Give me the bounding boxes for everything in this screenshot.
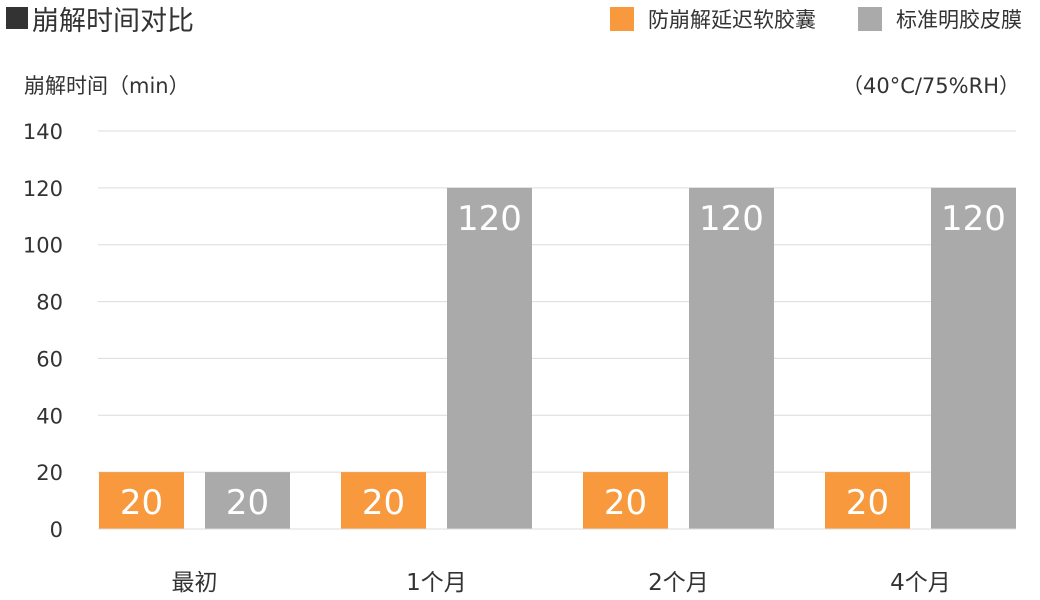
bar: [825, 472, 910, 529]
bar: [447, 187, 532, 529]
x-category-label: 2个月: [648, 570, 709, 596]
x-category-label: 4个月: [890, 570, 951, 596]
bar-value-label: 20: [362, 483, 405, 523]
bar: [931, 187, 1016, 529]
y-tick-label: 60: [36, 347, 63, 371]
legend: 防崩解延迟软胶囊 标准明胶皮膜: [568, 4, 1022, 34]
legend-item-series-1: 防崩解延迟软胶囊: [610, 4, 816, 34]
y-tick-label: 100: [23, 234, 63, 258]
y-tick-label: 40: [36, 404, 63, 428]
x-category-label: 最初: [172, 570, 218, 596]
y-tick-label: 120: [23, 177, 63, 201]
y-tick-label: 20: [36, 461, 63, 485]
bar-value-label: 120: [457, 199, 522, 239]
title-square-icon: [6, 7, 28, 29]
chart-title: 崩解时间对比: [6, 0, 194, 37]
bar: [689, 187, 774, 529]
chart-title-text: 崩解时间对比: [32, 5, 194, 37]
bar: [205, 472, 290, 529]
condition-note: （40°C/75%RH）: [841, 74, 1020, 98]
legend-label-series-2: 标准明胶皮膜: [896, 8, 1022, 32]
y-tick-label: 140: [23, 120, 63, 144]
y-tick-label: 80: [36, 291, 63, 315]
x-category-label: 1个月: [406, 570, 467, 596]
y-tick-label: 0: [50, 518, 63, 542]
legend-label-series-1: 防崩解延迟软胶囊: [648, 8, 816, 32]
bar-value-label: 120: [699, 199, 764, 239]
bar-value-label: 120: [941, 199, 1006, 239]
legend-item-series-2: 标准明胶皮膜: [858, 4, 1022, 34]
bar: [341, 472, 426, 529]
bar-value-label: 20: [120, 483, 163, 523]
bar-value-label: 20: [604, 483, 647, 523]
bar-value-label: 20: [846, 483, 889, 523]
bar: [99, 472, 184, 529]
bar: [583, 472, 668, 529]
y-axis-label: 崩解时间（min）: [24, 74, 190, 98]
bar-value-label: 20: [226, 483, 269, 523]
legend-swatch-series-2: [858, 7, 882, 31]
legend-swatch-series-1: [610, 7, 634, 31]
